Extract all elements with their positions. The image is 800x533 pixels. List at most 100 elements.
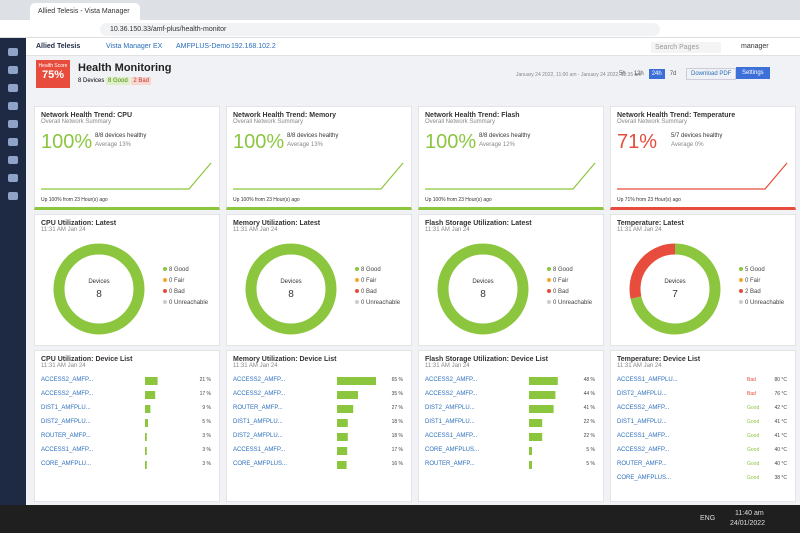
bar-track <box>529 433 543 441</box>
download-pdf[interactable]: Download PDF <box>686 68 737 80</box>
legend-label: Fair <box>558 278 569 284</box>
device-name[interactable]: CORE_AMFPLU... <box>41 461 92 467</box>
legend-dot <box>739 289 743 293</box>
legend-item: 0 Unreachable <box>739 300 784 306</box>
device-name[interactable]: ROUTER_AMFP... <box>617 461 667 467</box>
device-name[interactable]: DIST1_AMFPLU... <box>233 419 283 425</box>
device-name[interactable]: ACCESS2_AMFP... <box>233 377 286 383</box>
device-name[interactable]: DIST1_AMFPLU... <box>617 419 667 425</box>
device-name[interactable]: DIST2_AMFPLU... <box>41 419 91 425</box>
average: Average 0% <box>671 142 704 148</box>
device-name[interactable]: DIST2_AMFPLU... <box>233 433 283 439</box>
bar <box>337 461 347 469</box>
device-name[interactable]: ACCESS1_AMFP... <box>617 433 670 439</box>
card-time: 11:31 AM Jan 24 <box>425 363 470 369</box>
network[interactable]: AMFPLUS-Demo <box>176 43 231 50</box>
legend-item: 0 Unreachable <box>355 300 400 306</box>
trend-card: Network Health Trend: Memory Overall Netw… <box>226 106 412 210</box>
device-name[interactable]: ACCESS2_AMFP... <box>617 447 670 453</box>
legend-dot <box>739 278 743 282</box>
device-name[interactable]: ACCESS2_AMFP... <box>425 377 478 383</box>
bar <box>337 419 348 427</box>
bar-track <box>337 419 348 427</box>
user[interactable]: manager <box>741 43 769 50</box>
device-name[interactable]: ACCESS2_AMFP... <box>425 391 478 397</box>
device-name[interactable]: ACCESS2_AMFP... <box>617 405 670 411</box>
donut-label: Devices <box>88 279 109 285</box>
device-name[interactable]: ROUTER_AMFP... <box>41 433 91 439</box>
device-name[interactable]: DIST1_AMFPLU... <box>41 405 91 411</box>
trend-card: Network Health Trend: CPU Overall Network… <box>34 106 220 210</box>
legend-label: Unreachable <box>366 300 401 306</box>
legend-label: Good <box>750 267 765 273</box>
donut-label: Devices <box>664 279 685 285</box>
browser-tab[interactable]: Allied Telesis - Vista Manager <box>30 3 140 20</box>
bar-track <box>145 433 147 441</box>
device-name[interactable]: ROUTER_AMFP... <box>425 461 475 467</box>
device-name[interactable]: DIST2_AMFPLU... <box>617 391 667 397</box>
value-label: 41 % <box>583 405 595 411</box>
device-list-card: CPU Utilization: Device List 11:31 AM Jan… <box>34 350 220 502</box>
settings[interactable]: Settings <box>736 67 770 79</box>
device-name[interactable]: DIST1_AMFPLU... <box>425 419 475 425</box>
legend-value: 8 <box>361 267 365 273</box>
value-label: 35 % <box>391 391 403 397</box>
main: Allied Telesis Vista Manager EX AMFPLUS-… <box>26 38 800 505</box>
bar <box>145 433 147 441</box>
card-title: Flash Storage Utilization: Latest <box>425 220 532 227</box>
healthy-count: 8/8 devices healthy <box>479 133 531 139</box>
score-label: Health Score <box>38 63 68 69</box>
bar-track <box>337 461 347 469</box>
address[interactable]: 192.168.102.2 <box>231 43 276 50</box>
legend-value: 0 <box>361 278 365 284</box>
search[interactable]: Search Pages <box>651 42 721 53</box>
bar-track <box>337 433 348 441</box>
device-name[interactable]: ACCESS1_AMFP... <box>233 447 286 453</box>
bar-track <box>337 377 376 385</box>
donut-card: CPU Utilization: Latest 11:31 AM Jan 24 De… <box>34 214 220 346</box>
donut-segment <box>629 243 721 335</box>
value-label: 17 % <box>199 391 211 397</box>
card-title: CPU Utilization: Latest <box>41 220 117 227</box>
legend-dot <box>163 278 167 282</box>
bad-count: 2 Bad <box>131 77 152 85</box>
legend-label: Fair <box>174 278 185 284</box>
device-name[interactable]: ACCESS2_AMFP... <box>41 377 94 383</box>
device-name[interactable]: CORE_AMFPLUS... <box>425 447 480 453</box>
device-name[interactable]: ACCESS2_AMFP... <box>41 391 94 397</box>
device-name[interactable]: DIST2_AMFPLU... <box>425 405 475 411</box>
healthy-count: 5/7 devices healthy <box>671 133 723 139</box>
value-label: 42 °C <box>774 405 787 411</box>
donut-card: Memory Utilization: Latest 11:31 AM Jan 2… <box>226 214 412 346</box>
card-time: 11:31 AM Jan 24 <box>41 363 86 369</box>
value-label: 3 % <box>202 461 211 467</box>
range-button[interactable]: 7d <box>669 71 677 77</box>
range-button[interactable]: 24h <box>648 69 665 79</box>
device-name[interactable]: ACCESS1_AMFPLU... <box>617 377 678 383</box>
legend-dot <box>355 289 359 293</box>
range-buttons: 5h 12h 24h 7d <box>616 69 679 79</box>
donut: Devices 8 <box>53 243 145 335</box>
device-name[interactable]: ACCESS2_AMFP... <box>233 391 286 397</box>
trend-percent: 100% <box>233 131 285 153</box>
trend-change: Up 100% from 23 Hour(s) ago <box>41 197 108 203</box>
legend-item: 0 Fair <box>739 278 760 284</box>
device-name[interactable]: CORE_AMFPLUS... <box>617 475 672 481</box>
trend-card: Network Health Trend: Flash Overall Netwo… <box>418 106 604 210</box>
value-label: 18 % <box>391 433 403 439</box>
device-name[interactable]: ACCESS1_AMFP... <box>41 447 94 453</box>
value-label: 3 % <box>202 433 211 439</box>
device-name[interactable]: CORE_AMFPLUS... <box>233 461 288 467</box>
legend-label: Unreachable <box>174 300 209 306</box>
card-time: 11:31 AM Jan 24 <box>617 227 662 233</box>
range-button[interactable]: 12h <box>633 71 644 77</box>
url-field[interactable]: 10.36.150.33/amf-plus/health-monitor <box>100 23 660 36</box>
app-name[interactable]: Vista Manager EX <box>106 43 163 50</box>
legend-value: 8 <box>169 267 173 273</box>
device-name[interactable]: ACCESS1_AMFP... <box>425 433 478 439</box>
range-button[interactable]: 5h <box>619 71 626 77</box>
device-name[interactable]: ROUTER_AMFP... <box>233 405 283 411</box>
status: Bad <box>747 377 756 383</box>
legend-value: 0 <box>169 278 173 284</box>
donut-segment <box>53 243 145 335</box>
